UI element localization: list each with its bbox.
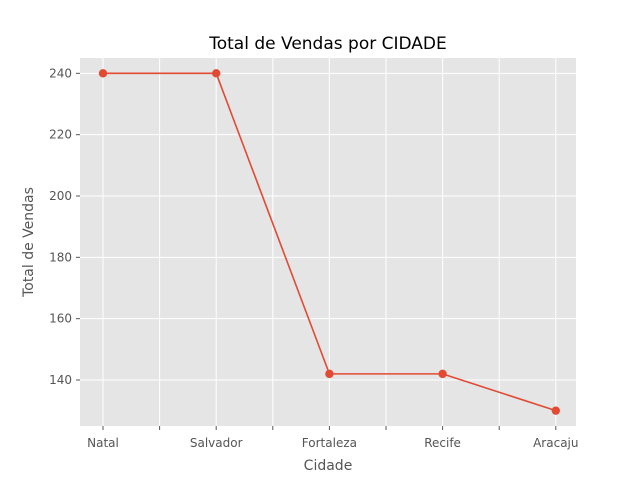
data-point (325, 369, 334, 379)
y-tick-label: 200 (49, 189, 72, 203)
y-tick-label: 220 (49, 128, 72, 142)
y-axis-label: Total de Vendas (21, 187, 37, 298)
series-layer (98, 69, 560, 415)
y-tick-label: 240 (49, 66, 72, 80)
x-tick-label: Fortaleza (302, 436, 357, 450)
data-point (438, 369, 447, 379)
data-point (98, 69, 108, 78)
data-point (551, 406, 560, 415)
y-tick-label: 180 (49, 250, 72, 264)
y-tick-label: 160 (49, 312, 72, 326)
x-tick-label: Aracaju (533, 436, 578, 450)
data-point (212, 69, 221, 78)
x-axis-label: Cidade (304, 458, 353, 474)
grid (80, 58, 576, 426)
x-tick-label: Recife (424, 436, 461, 450)
axis-ticks: 140 160 180 200 220 240 Natal Salvador Fortaleza… (49, 66, 578, 450)
plot-area (80, 58, 576, 426)
x-tick-label: Natal (87, 436, 119, 450)
chart-title: Total de Vendas por CIDADE (208, 34, 447, 54)
y-tick-label: 140 (49, 373, 72, 387)
x-tick-label: Salvador (190, 436, 243, 450)
